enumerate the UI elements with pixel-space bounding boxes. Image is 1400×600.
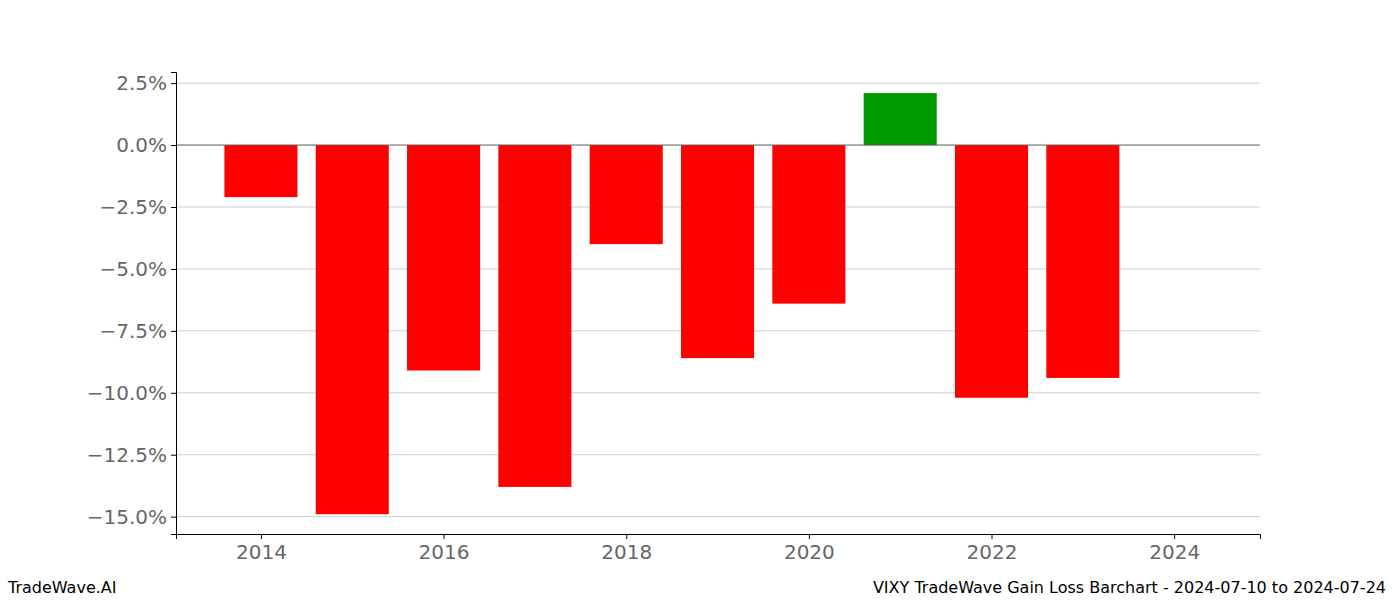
y-tick-label: −2.5% <box>99 195 167 219</box>
y-tick-label: 0.0% <box>116 133 167 157</box>
x-tick: 2014 <box>236 534 287 564</box>
y-tick: 2.5% <box>116 71 176 95</box>
y-tick-mark <box>171 269 176 270</box>
x-tick: 2024 <box>1149 534 1200 564</box>
x-tick-label: 2014 <box>236 540 287 564</box>
bar <box>224 145 297 197</box>
y-tick-mark <box>171 455 176 456</box>
y-tick: 0.0% <box>116 133 176 157</box>
x-tick: 2020 <box>784 534 835 564</box>
bar <box>955 145 1028 398</box>
x-tick-mark <box>992 534 993 539</box>
watermark: TradeWave.AI <box>7 578 116 597</box>
grid-line <box>176 83 1260 84</box>
x-tick: 2016 <box>419 534 470 564</box>
x-tick-mark <box>626 534 627 539</box>
title: VIXY TradeWave Gain Loss Barchart - 2024… <box>873 578 1386 597</box>
x-tick-label: 2016 <box>419 540 470 564</box>
y-tick: −10.0% <box>87 381 176 405</box>
y-tick: −12.5% <box>87 443 176 467</box>
x-tick-mark <box>444 534 445 539</box>
bar <box>407 145 480 370</box>
chart: 2.5% 0.0% −2.5% −5.0% −7.5% −10.0% −12.5% −15.0… <box>0 0 1400 600</box>
x-tick-mark <box>261 534 262 539</box>
bar <box>864 93 937 145</box>
bar <box>316 145 389 514</box>
y-tick-label: −7.5% <box>99 319 167 343</box>
bar <box>772 145 845 304</box>
y-axis-line <box>171 73 177 535</box>
y-tick-mark <box>171 331 176 332</box>
y-tick-label: −15.0% <box>87 505 167 529</box>
y-tick-mark <box>171 83 176 84</box>
grid <box>176 83 1260 517</box>
grid-line <box>176 145 1260 146</box>
y-tick-mark <box>171 393 176 394</box>
y-axis: 2.5% 0.0% −2.5% −5.0% −7.5% −10.0% −12.5% −15.0… <box>87 71 177 534</box>
x-axis: 2014 2016 2018 2020 2022 2024 <box>177 534 1261 564</box>
grid-line <box>176 516 1260 517</box>
bar <box>1046 145 1119 378</box>
y-tick-mark <box>171 207 176 208</box>
y-tick: −2.5% <box>99 195 176 219</box>
y-tick: −7.5% <box>99 319 176 343</box>
x-tick-label: 2018 <box>601 540 652 564</box>
x-tick-label: 2020 <box>784 540 835 564</box>
x-tick-mark <box>1174 534 1175 539</box>
y-tick-mark <box>171 145 176 146</box>
y-tick-label: 2.5% <box>116 71 167 95</box>
bar <box>498 145 571 487</box>
zero-line <box>176 145 1260 146</box>
y-tick-label: −10.0% <box>87 381 167 405</box>
bars <box>224 93 1119 514</box>
bar <box>681 145 754 358</box>
bar <box>590 145 663 244</box>
x-tick-label: 2022 <box>967 540 1018 564</box>
x-tick: 2022 <box>967 534 1018 564</box>
y-tick-mark <box>171 517 176 518</box>
y-tick-label: −12.5% <box>87 443 167 467</box>
x-tick-label: 2024 <box>1149 540 1200 564</box>
x-axis-line <box>177 535 1261 540</box>
x-tick: 2018 <box>601 534 652 564</box>
y-tick: −15.0% <box>87 505 176 529</box>
x-tick-mark <box>809 534 810 539</box>
y-tick: −5.0% <box>99 257 176 281</box>
y-tick-label: −5.0% <box>99 257 167 281</box>
